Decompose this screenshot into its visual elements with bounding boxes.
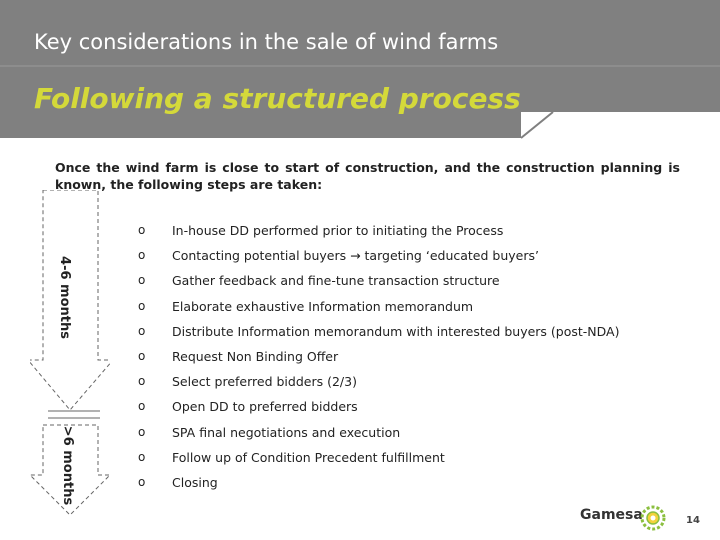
bullet: o <box>138 323 146 338</box>
slide-header: Key considerations in the sale of wind f… <box>0 0 720 140</box>
bullet: o <box>138 424 146 439</box>
bullet: o <box>138 474 146 489</box>
step-text: In-house DD performed prior to initiatin… <box>172 223 504 238</box>
bullet: o <box>138 348 146 363</box>
bullet: o <box>138 374 146 389</box>
slide-title: Key considerations in the sale of wind f… <box>34 30 499 54</box>
timeline-arrows <box>26 189 115 516</box>
intro-paragraph: Once the wind farm is close to start of … <box>55 160 680 192</box>
phase2-arrow <box>28 424 112 516</box>
step-text: Select preferred bidders (2/3) <box>172 374 357 390</box>
sun-logo-icon <box>640 505 666 531</box>
step-text: Request Non Binding Offer <box>172 348 339 364</box>
bullet: o <box>138 449 146 464</box>
step-text: Distribute Information memorandum with i… <box>172 323 620 339</box>
bullet: o <box>138 248 146 263</box>
bullet: o <box>138 273 146 288</box>
step-text: Closing <box>172 474 218 490</box>
bullet: o <box>138 223 146 237</box>
page-number: 14 <box>686 515 700 526</box>
step-text: Follow up of Condition Precedent fulfill… <box>172 449 445 465</box>
step-text: Gather feedback and fine-tune transactio… <box>172 273 500 289</box>
slide-subtitle: Following a structured process <box>34 82 521 115</box>
phase1-label: 4-6 months <box>56 256 72 339</box>
step-text: Contacting potential buyers → targeting … <box>172 248 539 264</box>
step-text: Elaborate exhaustive Information memoran… <box>172 298 474 314</box>
step-text: Open DD to preferred bidders <box>172 399 358 415</box>
timeline: 4-6 months >6 months <box>26 189 115 524</box>
logo-wordmark: Gamesa <box>580 507 643 523</box>
step-text: SPA final negotiations and execution <box>172 424 401 440</box>
phase2-label: >6 months <box>60 425 76 506</box>
header-banner <box>0 0 720 139</box>
bullet: o <box>138 399 146 414</box>
bullet: o <box>138 298 146 313</box>
